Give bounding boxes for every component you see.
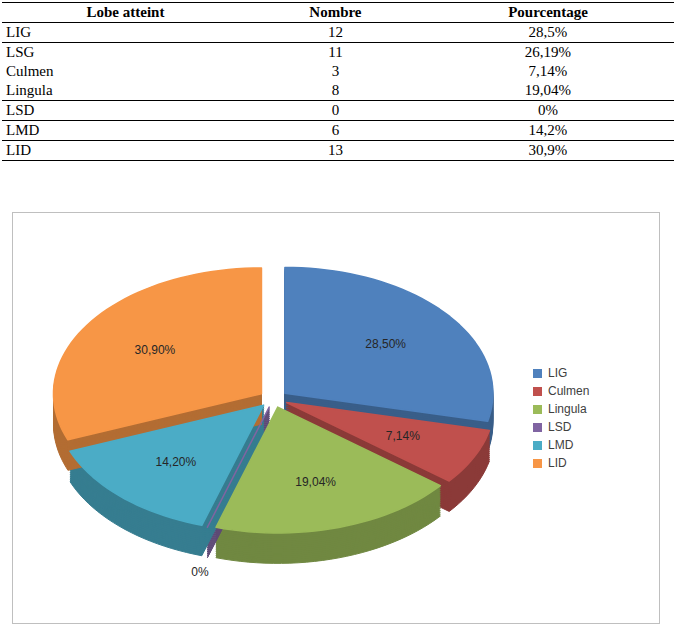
html-text:Lingula: Lingula (548, 402, 587, 416)
svg-text:0%: 0% (191, 564, 209, 578)
html-text:3: 3 (331, 63, 340, 79)
html-text:Nombre: Nombre (309, 4, 362, 20)
svg-text:30,90%: 30,90% (135, 342, 176, 356)
html-text:LSD: LSD (548, 420, 572, 434)
html-text:6: 6 (331, 122, 340, 138)
html-text:19,04%: 19,04% (524, 82, 572, 98)
html-text:30,9%: 30,9% (528, 142, 568, 158)
html-text:8: 8 (331, 82, 340, 98)
html-text:0%: 0% (538, 102, 558, 118)
html-text:Pourcentage: Pourcentage (508, 4, 588, 20)
html-text:28,5%: 28,5% (528, 24, 568, 40)
html-text:Lingula: Lingula (6, 82, 53, 98)
svg-text:19,04%: 19,04% (295, 474, 336, 488)
svg-text:7,14%: 7,14% (386, 429, 420, 443)
html-text:12: 12 (327, 24, 343, 40)
html-text:Culmen: Culmen (6, 63, 54, 79)
html-text:LSD: LSD (6, 102, 35, 118)
html-text:13: 13 (327, 142, 343, 158)
html-text:LMD: LMD (6, 122, 40, 138)
html-text:LID: LID (6, 142, 31, 158)
html-text:LIG: LIG (6, 24, 31, 40)
html-text:Lobe atteint: Lobe atteint (86, 4, 165, 20)
html-text:Culmen: Culmen (548, 384, 590, 398)
svg-text:14,20%: 14,20% (155, 455, 196, 469)
html-text:LID: LID (548, 456, 567, 470)
html-text:26,19%: 26,19% (524, 44, 572, 60)
html-text:7,14%: 7,14% (528, 63, 568, 79)
html-text:14,2%: 14,2% (528, 122, 568, 138)
html-text:0: 0 (331, 102, 340, 118)
html-text:LSG: LSG (6, 44, 35, 60)
html-text:11: 11 (328, 44, 343, 60)
html-text:LIG: LIG (548, 366, 568, 380)
html-text:LMD: LMD (548, 438, 574, 452)
svg-text:28,50%: 28,50% (365, 337, 406, 351)
